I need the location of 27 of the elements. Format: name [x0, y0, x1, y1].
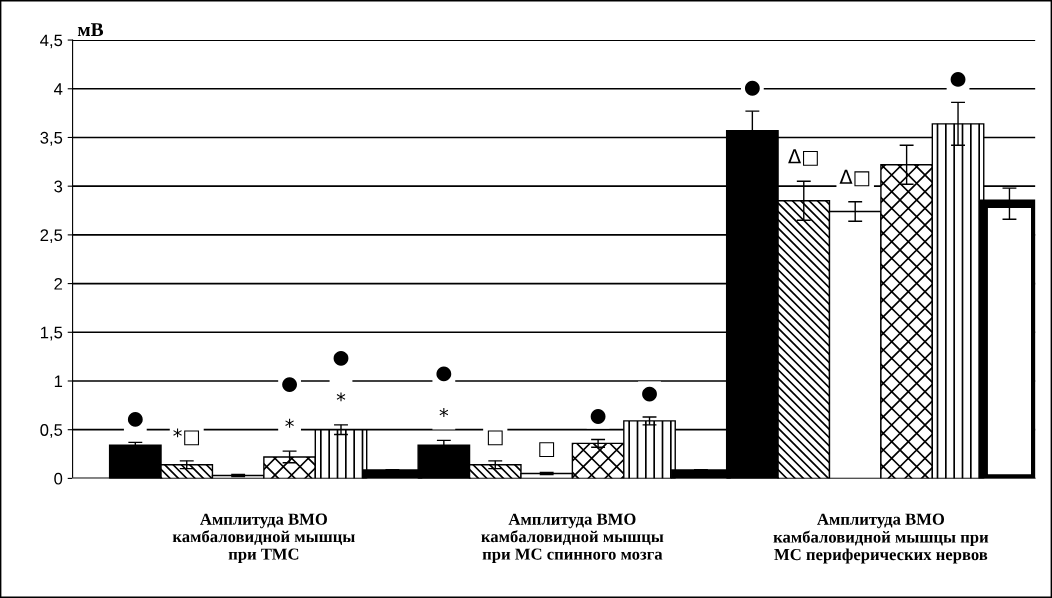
y-tick-label: 3	[54, 180, 63, 193]
data-label: *□	[173, 428, 200, 446]
y-tick-label: 0	[54, 472, 63, 485]
text: ● *	[333, 350, 349, 402]
data-label: ●	[642, 386, 657, 402]
y-tick-label: 1	[54, 375, 63, 388]
y-tick-label: 3,5	[40, 131, 63, 146]
data-label: ●	[744, 80, 760, 96]
y-tick-label: 2,5	[40, 229, 63, 244]
y-tick-label: 4	[53, 83, 63, 95]
y-tick-label: 0,5	[40, 424, 63, 438]
text: ● *	[282, 377, 297, 428]
y-tick-label: 1,5	[40, 326, 63, 341]
y-tick-label: 4,5	[40, 34, 63, 49]
data-label: ●	[950, 72, 966, 87]
x-tick-label: Амплитуда ВМО камбаловидной мышцы при МС спинного мозга	[481, 513, 664, 564]
text: ● *	[436, 366, 452, 417]
data-label: □	[539, 442, 555, 458]
data-label: ●	[590, 409, 606, 424]
data-label: Δ□	[839, 169, 870, 187]
data-label: Δ□	[788, 149, 818, 166]
x-tick-label: Амплитуда ВМО камбаловидной мышцы при ТМС	[172, 513, 355, 564]
y-axis-title: мВ	[77, 23, 104, 36]
data-label: ●	[127, 411, 143, 427]
x-tick-label: Амплитуда ВМО камбаловидной мышцы при МС периферических нервов	[773, 513, 989, 564]
data-label: □	[487, 430, 503, 446]
y-tick-label: 2	[54, 277, 63, 290]
